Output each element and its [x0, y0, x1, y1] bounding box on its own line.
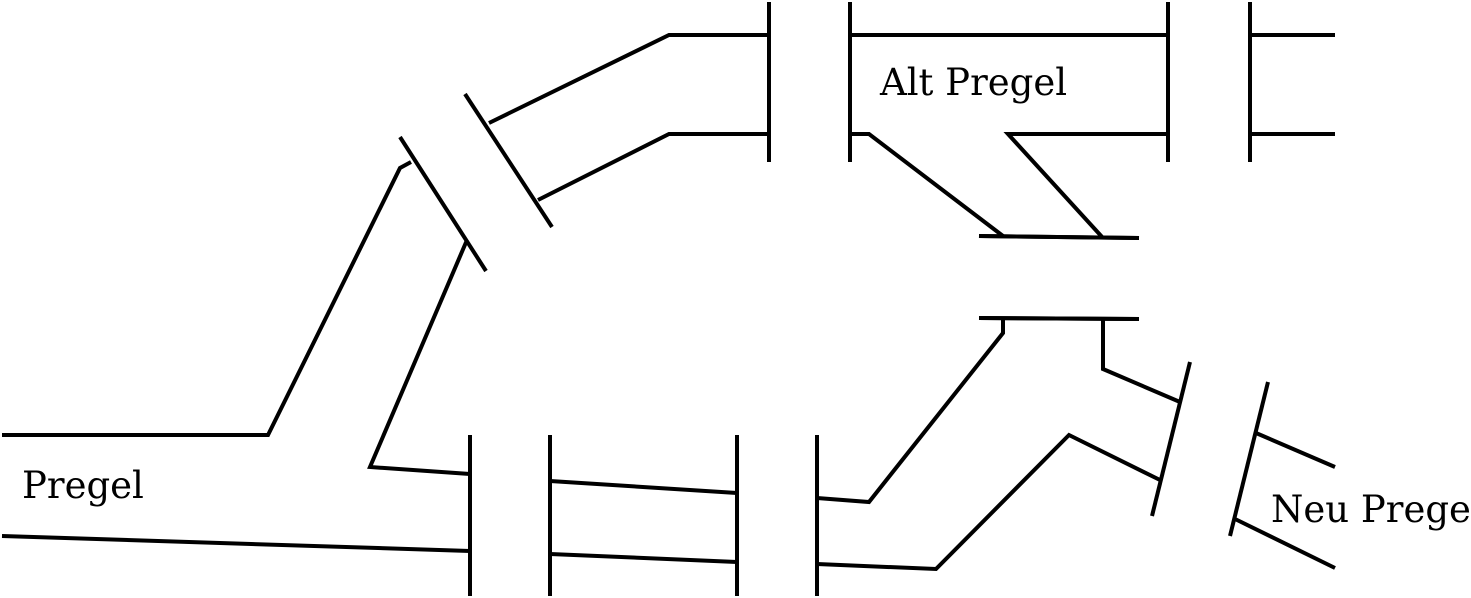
bridge-6-north-end: [978, 234, 1140, 240]
alt-pregel-label: Alt Pregel: [879, 61, 1067, 104]
bridge-2: [767, 2, 852, 162]
neu-pregel-label: Neu Pregel: [1271, 488, 1471, 531]
alt-pregel-upper-bank-west: [488, 33, 769, 125]
pregel-north-bank: [2, 160, 412, 437]
island-east-upper-bank: [850, 132, 1005, 238]
island-south-east-bank: [816, 318, 1005, 505]
pregel-south-bank-mid: [549, 552, 738, 564]
island-north-bank: [367, 239, 471, 476]
bridge-7-west-end: [1150, 361, 1192, 517]
neu-pregel-upper-bank-east: [1255, 431, 1336, 469]
bridge-1-west-end: [398, 135, 488, 273]
bridge-5: [735, 435, 819, 596]
bridge-6: [978, 234, 1140, 321]
bridge-7: [1150, 361, 1270, 537]
bridge-1: [398, 92, 554, 273]
alt-pregel-lower-bank-west: [537, 132, 769, 202]
bridges: [398, 2, 1270, 596]
bridge-7-east-end: [1228, 381, 1270, 537]
bridge-3: [1166, 2, 1252, 162]
pregel-island-bank-mid: [549, 479, 738, 495]
bridge-1-east-end: [463, 92, 554, 229]
neu-pregel-upper-bank-west: [1101, 319, 1181, 404]
pregel-label: Pregel: [22, 464, 144, 507]
bridge-4: [468, 435, 552, 596]
neu-pregel-lower-bank-east: [1232, 516, 1336, 570]
river-banks: [1, 33, 1336, 572]
pregel-south-bank: [1, 534, 471, 553]
bridge-6-south-end: [978, 316, 1140, 321]
alt-pregel-lower-bank-mid: [1003, 132, 1168, 240]
pregel-south-bank-east: [816, 432, 1161, 572]
